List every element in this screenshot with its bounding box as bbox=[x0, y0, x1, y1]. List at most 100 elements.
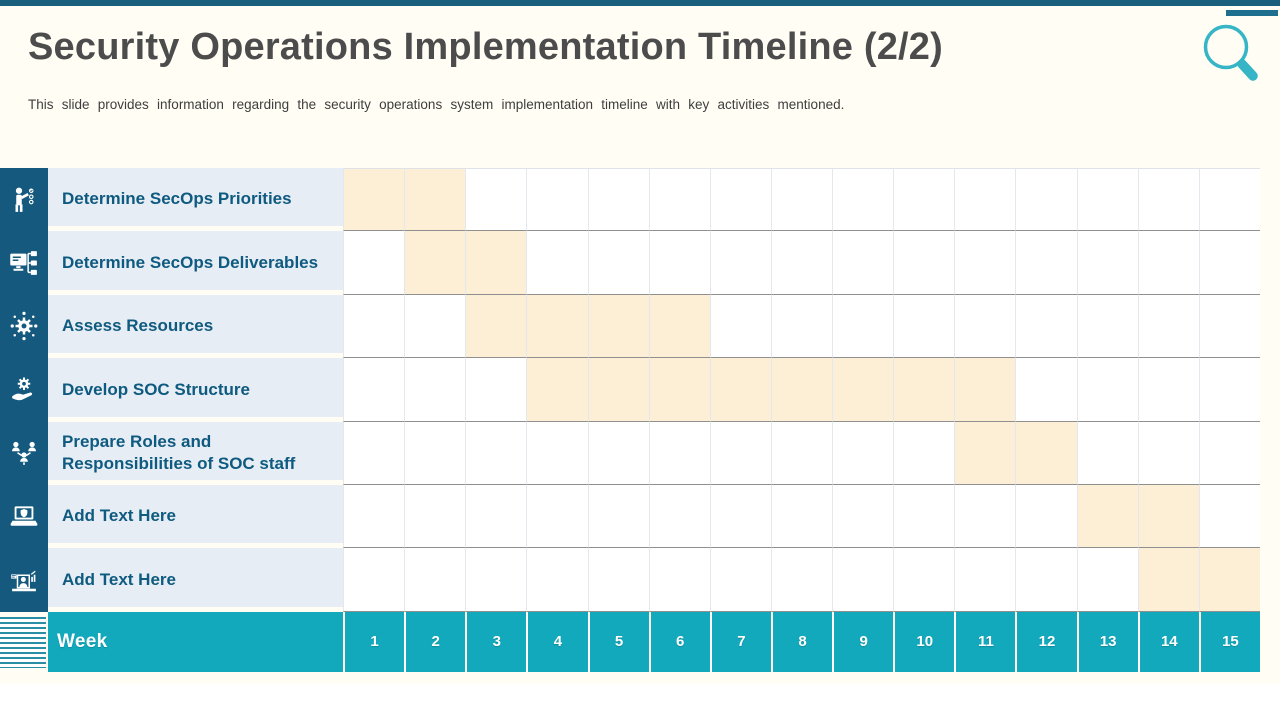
gantt-cell-week-15 bbox=[1198, 358, 1260, 422]
gantt-cell-week-8 bbox=[770, 548, 833, 612]
gantt-cell-week-15 bbox=[1198, 484, 1260, 549]
gantt-cell-week-14 bbox=[1137, 358, 1199, 422]
week-number-9: 9 bbox=[832, 611, 894, 672]
gantt-cell-week-2 bbox=[404, 421, 466, 485]
gantt-cell-week-10 bbox=[893, 548, 955, 612]
gantt-cell-week-7 bbox=[709, 484, 771, 549]
gantt-cell-week-8 bbox=[770, 484, 833, 549]
task-label: Add Text Here bbox=[48, 548, 343, 612]
gantt-cell-week-10 bbox=[893, 231, 955, 295]
gantt-cell-week-2 bbox=[404, 294, 466, 359]
gantt-cell-week-12 bbox=[1015, 294, 1077, 359]
gantt-cell-week-12 bbox=[1015, 421, 1077, 485]
gantt-cell-week-13 bbox=[1076, 294, 1138, 359]
gantt-cell-week-10 bbox=[893, 168, 955, 232]
icon-cell bbox=[0, 231, 48, 295]
gantt-cell-week-4 bbox=[526, 421, 588, 485]
gantt-cell-week-6 bbox=[648, 484, 710, 549]
gantt-cell-week-11 bbox=[954, 484, 1016, 549]
gantt-cell-week-15 bbox=[1198, 231, 1260, 295]
gantt-cell-week-2 bbox=[404, 358, 466, 422]
gantt-cell-week-8 bbox=[770, 358, 833, 422]
week-number-7: 7 bbox=[709, 611, 771, 672]
week-number-1: 1 bbox=[343, 611, 405, 672]
gantt-cell-week-3 bbox=[465, 231, 527, 295]
gantt-row: Develop SOC Structure bbox=[0, 358, 1260, 422]
gantt-cell-week-2 bbox=[404, 231, 466, 295]
gantt-cell-week-5 bbox=[587, 231, 649, 295]
gantt-cell-week-1 bbox=[343, 421, 405, 485]
gantt-cell-week-15 bbox=[1198, 168, 1260, 232]
gantt-cell-week-10 bbox=[893, 358, 955, 422]
gantt-cell-week-14 bbox=[1137, 294, 1199, 359]
gantt-cell-week-14 bbox=[1137, 484, 1199, 549]
gantt-cell-week-11 bbox=[954, 231, 1016, 295]
gantt-cell-week-10 bbox=[893, 294, 955, 359]
gantt-cell-week-2 bbox=[404, 484, 466, 549]
monitor-flowchart-icon bbox=[9, 248, 39, 278]
gantt-cell-week-7 bbox=[709, 168, 771, 232]
gantt-table: Determine SecOps Priorities Determine Sec… bbox=[0, 168, 1260, 672]
gantt-cell-week-14 bbox=[1137, 231, 1199, 295]
accent-bar bbox=[1226, 10, 1278, 16]
gantt-cell-week-3 bbox=[465, 358, 527, 422]
gantt-cell-week-14 bbox=[1137, 168, 1199, 232]
page-title: Security Operations Implementation Timel… bbox=[28, 26, 943, 68]
gantt-cell-week-8 bbox=[770, 168, 833, 232]
task-label: Determine SecOps Deliverables bbox=[48, 231, 343, 295]
gantt-cell-week-7 bbox=[709, 358, 771, 422]
gantt-cell-week-6 bbox=[648, 294, 710, 359]
stripes-cell bbox=[0, 612, 48, 672]
gantt-cell-week-6 bbox=[648, 168, 710, 232]
gantt-cell-week-8 bbox=[770, 231, 833, 295]
task-label: Assess Resources bbox=[48, 294, 343, 359]
gantt-cell-week-14 bbox=[1137, 548, 1199, 612]
gantt-cell-week-2 bbox=[404, 168, 466, 232]
gantt-cell-week-3 bbox=[465, 421, 527, 485]
gantt-cell-week-7 bbox=[709, 548, 771, 612]
stripes-decoration bbox=[0, 616, 46, 668]
gantt-cell-week-15 bbox=[1198, 294, 1260, 359]
gantt-cell-week-7 bbox=[709, 421, 771, 485]
week-number-10: 10 bbox=[893, 611, 955, 672]
team-network-icon bbox=[9, 438, 39, 468]
gantt-cell-week-7 bbox=[709, 231, 771, 295]
gantt-row: Add Text Here bbox=[0, 484, 1260, 549]
gantt-cell-week-9 bbox=[832, 294, 894, 359]
gantt-cell-week-9 bbox=[832, 168, 894, 232]
gantt-cell-week-13 bbox=[1076, 421, 1138, 485]
gantt-cell-week-2 bbox=[404, 548, 466, 612]
gantt-cell-week-9 bbox=[832, 358, 894, 422]
gantt-cell-week-12 bbox=[1015, 231, 1077, 295]
hand-gear-icon bbox=[9, 375, 39, 405]
gantt-cell-week-3 bbox=[465, 168, 527, 232]
gantt-cell-week-11 bbox=[954, 421, 1016, 485]
week-number-2: 2 bbox=[404, 611, 466, 672]
laptop-shield-icon bbox=[9, 502, 39, 532]
week-number-6: 6 bbox=[648, 611, 710, 672]
gantt-cell-week-5 bbox=[587, 294, 649, 359]
task-label: Add Text Here bbox=[48, 484, 343, 549]
gantt-cell-week-9 bbox=[832, 231, 894, 295]
gantt-row: Add Text Here bbox=[0, 548, 1260, 612]
gantt-cell-week-9 bbox=[832, 484, 894, 549]
gantt-cell-week-5 bbox=[587, 168, 649, 232]
gantt-cell-week-6 bbox=[648, 548, 710, 612]
gantt-cell-week-4 bbox=[526, 548, 588, 612]
gantt-cell-week-9 bbox=[832, 421, 894, 485]
icon-cell bbox=[0, 168, 48, 232]
gantt-cell-week-4 bbox=[526, 358, 588, 422]
gantt-cell-week-10 bbox=[893, 421, 955, 485]
gantt-cell-week-8 bbox=[770, 294, 833, 359]
gantt-cell-week-12 bbox=[1015, 358, 1077, 422]
week-number-12: 12 bbox=[1015, 611, 1077, 672]
gantt-cell-week-3 bbox=[465, 548, 527, 612]
gantt-cell-week-6 bbox=[648, 358, 710, 422]
gantt-cell-week-1 bbox=[343, 548, 405, 612]
icon-cell bbox=[0, 358, 48, 422]
gantt-cell-week-12 bbox=[1015, 484, 1077, 549]
gantt-cell-week-6 bbox=[648, 231, 710, 295]
gantt-row: Assess Resources bbox=[0, 294, 1260, 359]
gantt-cell-week-15 bbox=[1198, 548, 1260, 612]
